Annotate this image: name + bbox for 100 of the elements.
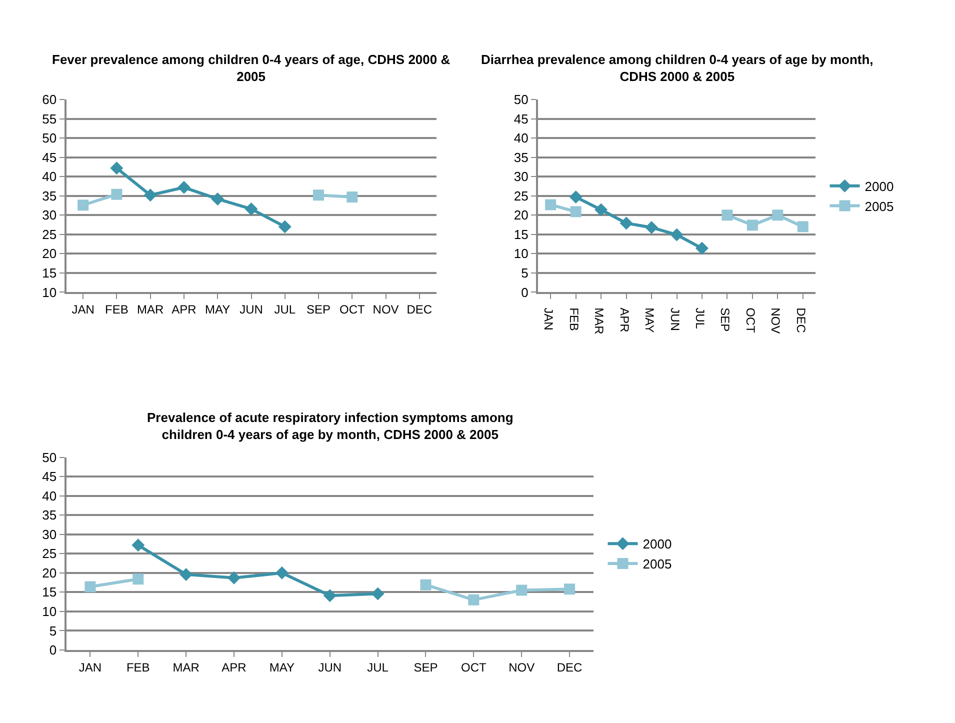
point (211, 192, 224, 206)
point (545, 199, 556, 210)
point (516, 584, 528, 596)
point (569, 190, 582, 204)
y-tick-label: 45 (42, 150, 57, 165)
y-tick-label: 50 (514, 92, 528, 108)
point (78, 200, 89, 211)
point (772, 210, 784, 221)
y-tick-label: 20 (42, 246, 57, 262)
legend-label: 2005 (642, 556, 672, 572)
point (570, 206, 582, 218)
y-tick-label: 35 (42, 188, 57, 204)
x-tick-label: OCT (743, 308, 758, 334)
point (645, 220, 658, 234)
chart-title: Prevalence of acute respiratory infection symptoms among children 0-4 years of age by month, CDHS 2000 & 2005 (147, 410, 514, 442)
y-tick-label: 25 (42, 546, 57, 562)
point (670, 228, 684, 242)
x-tick-label: JUN (668, 308, 682, 331)
y-tick-label: 20 (42, 565, 57, 580)
point (797, 221, 808, 232)
x-tick-label: JAN (78, 660, 102, 674)
x-tick-label: SEP (414, 660, 438, 674)
x-tick-label: NOV (372, 302, 399, 317)
y-tick-label: 15 (514, 226, 528, 242)
y-tick-label: 10 (514, 246, 528, 262)
x-tick-label: APR (617, 308, 632, 333)
y-tick-label: 55 (42, 111, 57, 126)
point (594, 203, 608, 216)
x-tick-label: JUN (318, 660, 342, 674)
point (110, 162, 124, 175)
y-tick-label: 45 (42, 469, 57, 484)
point (111, 188, 122, 200)
y-tick-label: 30 (42, 526, 57, 542)
x-tick-label: JAN (72, 302, 94, 317)
point (275, 566, 288, 580)
point (244, 202, 258, 216)
point (180, 568, 193, 581)
x-tick-label: DEC (406, 302, 432, 317)
y-tick-label: 60 (42, 92, 57, 108)
point (346, 192, 358, 203)
chart-title: Diarrhea prevalence among children 0-4 years of age by month, CDHS 2000 & 2005 (481, 52, 874, 84)
x-tick-label: MAR (592, 308, 606, 335)
x-tick-label: APR (172, 302, 197, 317)
point (746, 220, 758, 231)
point (620, 216, 633, 230)
y-tick-label: 35 (42, 508, 57, 523)
y-tick-label: 10 (42, 604, 57, 619)
y-tick-label: 0 (521, 284, 528, 300)
x-tick-label: SEP (718, 308, 732, 332)
y-tick-label: 20 (514, 208, 528, 223)
y-tick-label: 10 (42, 284, 57, 300)
point (371, 587, 384, 600)
point (564, 584, 576, 595)
point (144, 188, 157, 202)
x-tick-label: JUL (692, 308, 707, 330)
y-tick-label: 40 (42, 488, 57, 504)
point (132, 574, 144, 585)
x-tick-label: SEP (306, 302, 331, 317)
x-tick-label: MAR (172, 660, 200, 674)
x-tick-label: JUN (240, 302, 263, 317)
y-tick-label: 25 (42, 226, 57, 242)
point (132, 538, 145, 552)
point (177, 180, 190, 194)
y-tick-label: 5 (521, 265, 528, 280)
y-tick-label: 40 (42, 169, 57, 184)
y-tick-label: 30 (42, 208, 57, 223)
x-tick-label: OCT (339, 302, 366, 317)
y-tick-label: 15 (42, 584, 57, 600)
point (722, 210, 733, 221)
y-tick-label: 0 (49, 642, 57, 658)
y-tick-label: 40 (514, 130, 528, 146)
x-tick-label: NOV (508, 660, 535, 674)
x-tick-label: DEC (794, 308, 808, 334)
point (695, 242, 708, 255)
x-tick-label: MAR (137, 302, 164, 317)
x-tick-label: JUL (367, 660, 389, 674)
x-tick-label: NOV (768, 308, 783, 334)
y-tick-label: 45 (514, 111, 528, 126)
x-tick-label: OCT (461, 660, 487, 674)
x-tick-label: FEB (566, 308, 581, 331)
point (468, 594, 480, 606)
x-tick-label: FEB (126, 660, 150, 674)
y-tick-label: 35 (514, 150, 528, 165)
y-tick-label: 15 (42, 265, 57, 280)
point (84, 581, 96, 592)
point (420, 579, 432, 590)
legend-label: 2000 (642, 536, 672, 552)
point (313, 190, 324, 201)
x-tick-label: MAY (269, 660, 295, 674)
x-tick-label: JAN (542, 308, 556, 330)
point (323, 589, 336, 602)
y-tick-label: 25 (514, 188, 528, 204)
point (228, 571, 241, 584)
x-tick-label: APR (222, 660, 247, 674)
point (278, 220, 292, 234)
x-tick-label: MAY (205, 302, 230, 317)
x-tick-label: JUL (274, 302, 296, 317)
x-tick-label: FEB (105, 302, 128, 317)
chart-title: Fever prevalence among children 0-4 years of age, CDHS 2000 & 2005 (52, 52, 450, 84)
y-tick-label: 30 (514, 169, 528, 184)
